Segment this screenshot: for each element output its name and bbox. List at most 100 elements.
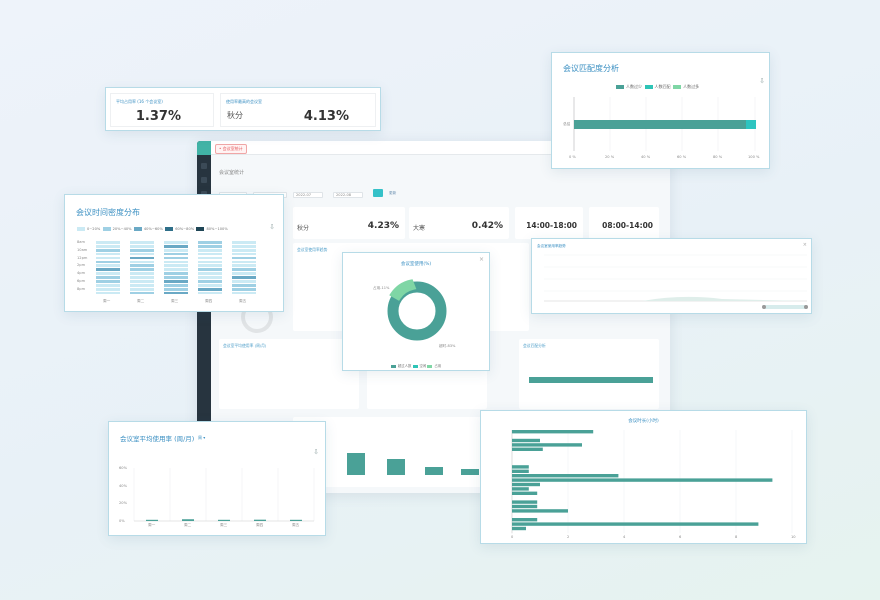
heatmap-cell bbox=[164, 280, 188, 283]
update-button[interactable] bbox=[373, 189, 383, 197]
donut-chart bbox=[387, 279, 447, 341]
heatmap-cell bbox=[130, 252, 154, 256]
meeting-duration-card: 会议时长(小时) 0 2 4 6 8 10 bbox=[480, 410, 807, 544]
card-title: 会议室使用率趋势 bbox=[537, 244, 566, 248]
bar bbox=[461, 469, 479, 475]
download-icon[interactable]: ⇩ bbox=[759, 77, 765, 85]
heatmap-cell bbox=[130, 248, 154, 252]
bar bbox=[512, 443, 582, 447]
heatmap-cell bbox=[96, 260, 120, 264]
x-tick: 20 % bbox=[605, 155, 615, 159]
y-tick: 8am bbox=[77, 240, 85, 244]
close-icon[interactable]: × bbox=[478, 256, 484, 263]
weekly-usage-card: 会议室平均使用率 (周/月) 周 ▾ ⇩ 60% 40% 20% 0% 周一 周二 周三 周四… bbox=[108, 421, 326, 536]
nav-icon[interactable] bbox=[201, 163, 207, 169]
x-tick: 4 bbox=[623, 535, 626, 539]
legend-label: 60%~80% bbox=[175, 227, 195, 231]
bar bbox=[512, 482, 540, 487]
download-icon[interactable]: ⇩ bbox=[313, 448, 319, 456]
x-tick: 周五 bbox=[292, 523, 300, 527]
range-slider[interactable] bbox=[762, 305, 808, 309]
legend-swatch bbox=[616, 85, 624, 89]
x-tick: 2 bbox=[567, 535, 570, 539]
bar bbox=[512, 487, 529, 491]
period-dropdown[interactable]: 周 ▾ bbox=[198, 435, 206, 440]
heatmap-cell bbox=[164, 252, 188, 256]
heatmap-cell bbox=[164, 244, 188, 248]
bar bbox=[387, 459, 405, 475]
logo bbox=[197, 141, 211, 155]
heatmap-cell bbox=[198, 276, 222, 279]
heatmap-cell bbox=[96, 256, 120, 260]
bar-match bbox=[746, 120, 756, 129]
heatmap-cell bbox=[232, 241, 256, 244]
heatmap-cell bbox=[198, 256, 222, 260]
top-room-name: 秋分 bbox=[227, 111, 243, 120]
heatmap-cell bbox=[164, 268, 188, 272]
slice-label: 占用-11% bbox=[373, 286, 390, 290]
card-title: 会议时间密度分布 bbox=[76, 208, 140, 217]
legend-label: 占用 bbox=[434, 364, 442, 368]
x-tick: 10 bbox=[791, 535, 796, 539]
time-density-card: 会议时间密度分布 ⇩ 0~20% 20%~40% 40%~60% 60%~80%… bbox=[64, 194, 284, 312]
y-tick: 40% bbox=[119, 483, 127, 488]
category-label: 总结 bbox=[563, 122, 571, 126]
bar bbox=[512, 500, 538, 504]
close-icon[interactable]: × bbox=[802, 242, 807, 248]
download-icon[interactable]: ⇩ bbox=[269, 223, 275, 231]
bar bbox=[512, 469, 529, 473]
end-date-input[interactable]: 2022-08 bbox=[333, 192, 363, 198]
page-title: 会议室统计 bbox=[219, 170, 245, 176]
bar bbox=[218, 519, 230, 521]
legend-label: 40%~60% bbox=[143, 227, 163, 231]
y-tick: 4pm bbox=[77, 271, 86, 276]
start-date-input[interactable]: 2022-07 bbox=[293, 192, 323, 198]
legend-swatch bbox=[412, 364, 418, 368]
heatmap-cell bbox=[130, 276, 154, 279]
x-tick: 周五 bbox=[239, 299, 247, 303]
match-bar bbox=[529, 377, 653, 383]
heatmap-cell bbox=[130, 256, 154, 260]
heatmap-cell bbox=[130, 272, 154, 275]
heatmap-cell bbox=[232, 252, 256, 256]
heatmap-cell bbox=[232, 244, 256, 248]
heatmap-cell bbox=[198, 244, 222, 248]
stat-box: 秋分 4.23% bbox=[293, 207, 405, 239]
heatmap-cell bbox=[130, 244, 154, 248]
heatmap-cell bbox=[232, 260, 256, 264]
heatmap-cell bbox=[198, 291, 222, 295]
x-tick: 周二 bbox=[184, 523, 192, 527]
y-tick: 60% bbox=[119, 466, 127, 470]
heatmap-cell bbox=[232, 272, 256, 275]
heatmap-cell bbox=[96, 287, 120, 291]
bar bbox=[512, 526, 526, 531]
tab-meeting-stats[interactable]: • 会议室统计 bbox=[215, 144, 247, 154]
nav-icon[interactable] bbox=[201, 177, 207, 183]
bar bbox=[512, 447, 543, 451]
update-label[interactable]: 更新 bbox=[389, 191, 397, 195]
bar bbox=[347, 453, 365, 475]
heatmap-cell bbox=[164, 256, 188, 260]
heatmap-cell bbox=[96, 291, 120, 295]
slider-handle[interactable] bbox=[804, 305, 808, 309]
bar bbox=[512, 491, 538, 495]
avg-occupancy-label: 平均占用率 (16 个会议室) bbox=[116, 99, 163, 104]
card-title: 会议时长(小时) bbox=[628, 419, 659, 424]
x-tick: 周四 bbox=[256, 523, 264, 527]
heatmap-cell bbox=[198, 264, 222, 268]
bar bbox=[512, 438, 540, 443]
y-tick: 6pm bbox=[77, 279, 86, 283]
bar bbox=[512, 474, 619, 478]
heatmap-cell bbox=[232, 283, 256, 287]
legend-label: 20%~40% bbox=[112, 227, 132, 231]
y-tick: 0% bbox=[119, 519, 125, 523]
slider-handle[interactable] bbox=[762, 305, 766, 309]
bar bbox=[512, 430, 594, 434]
stat-name: 秋分 bbox=[297, 225, 310, 232]
heatmap-cell bbox=[232, 256, 256, 260]
legend-label: 人数过少 bbox=[626, 84, 642, 89]
heatmap-cell bbox=[130, 241, 154, 244]
x-tick: 8 bbox=[735, 535, 738, 539]
card-title: 会议室平均使用率 (周/月) bbox=[120, 435, 195, 443]
heatmap-cell bbox=[130, 287, 154, 291]
